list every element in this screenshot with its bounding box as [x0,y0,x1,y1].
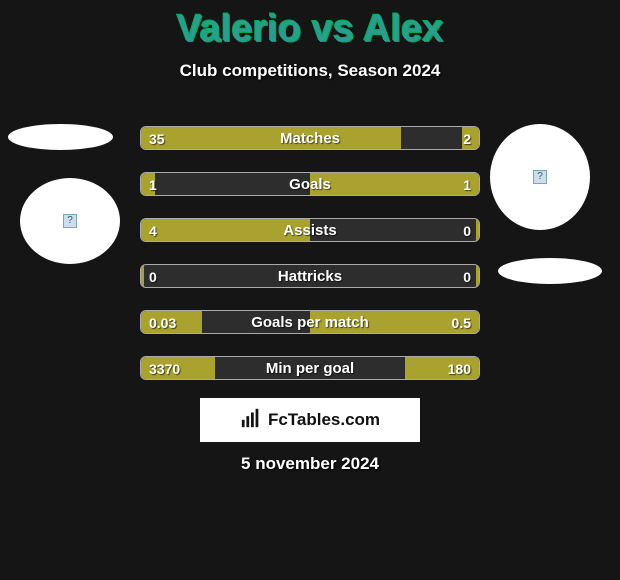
stat-row: 00Hattricks [140,264,480,288]
stat-row: 3370180Min per goal [140,356,480,380]
date-label: 5 november 2024 [0,454,620,474]
page-title: Valerio vs Alex [0,0,620,51]
stat-row: 0.030.5Goals per match [140,310,480,334]
image-placeholder-icon: ? [533,170,547,184]
stat-label: Goals [141,173,479,195]
stat-label: Min per goal [141,357,479,379]
comparison-chart: 352Matches 11Goals 40Assists 00Hattricks 0.0… [140,126,480,402]
stat-label: Hattricks [141,265,479,287]
stat-label: Assists [141,219,479,241]
image-placeholder-icon: ? [63,214,77,228]
right-bottom-ellipse [498,258,602,284]
left-top-ellipse [8,124,113,150]
stat-row: 352Matches [140,126,480,150]
right-avatar-circle: ? [490,124,590,230]
left-avatar-circle: ? [20,178,120,264]
branding-badge: FcTables.com [200,398,420,442]
stat-row: 11Goals [140,172,480,196]
stat-label: Matches [141,127,479,149]
subtitle: Club competitions, Season 2024 [0,61,620,81]
branding-chart-icon [240,407,262,434]
stat-row: 40Assists [140,218,480,242]
branding-text: FcTables.com [268,410,380,430]
stat-label: Goals per match [141,311,479,333]
